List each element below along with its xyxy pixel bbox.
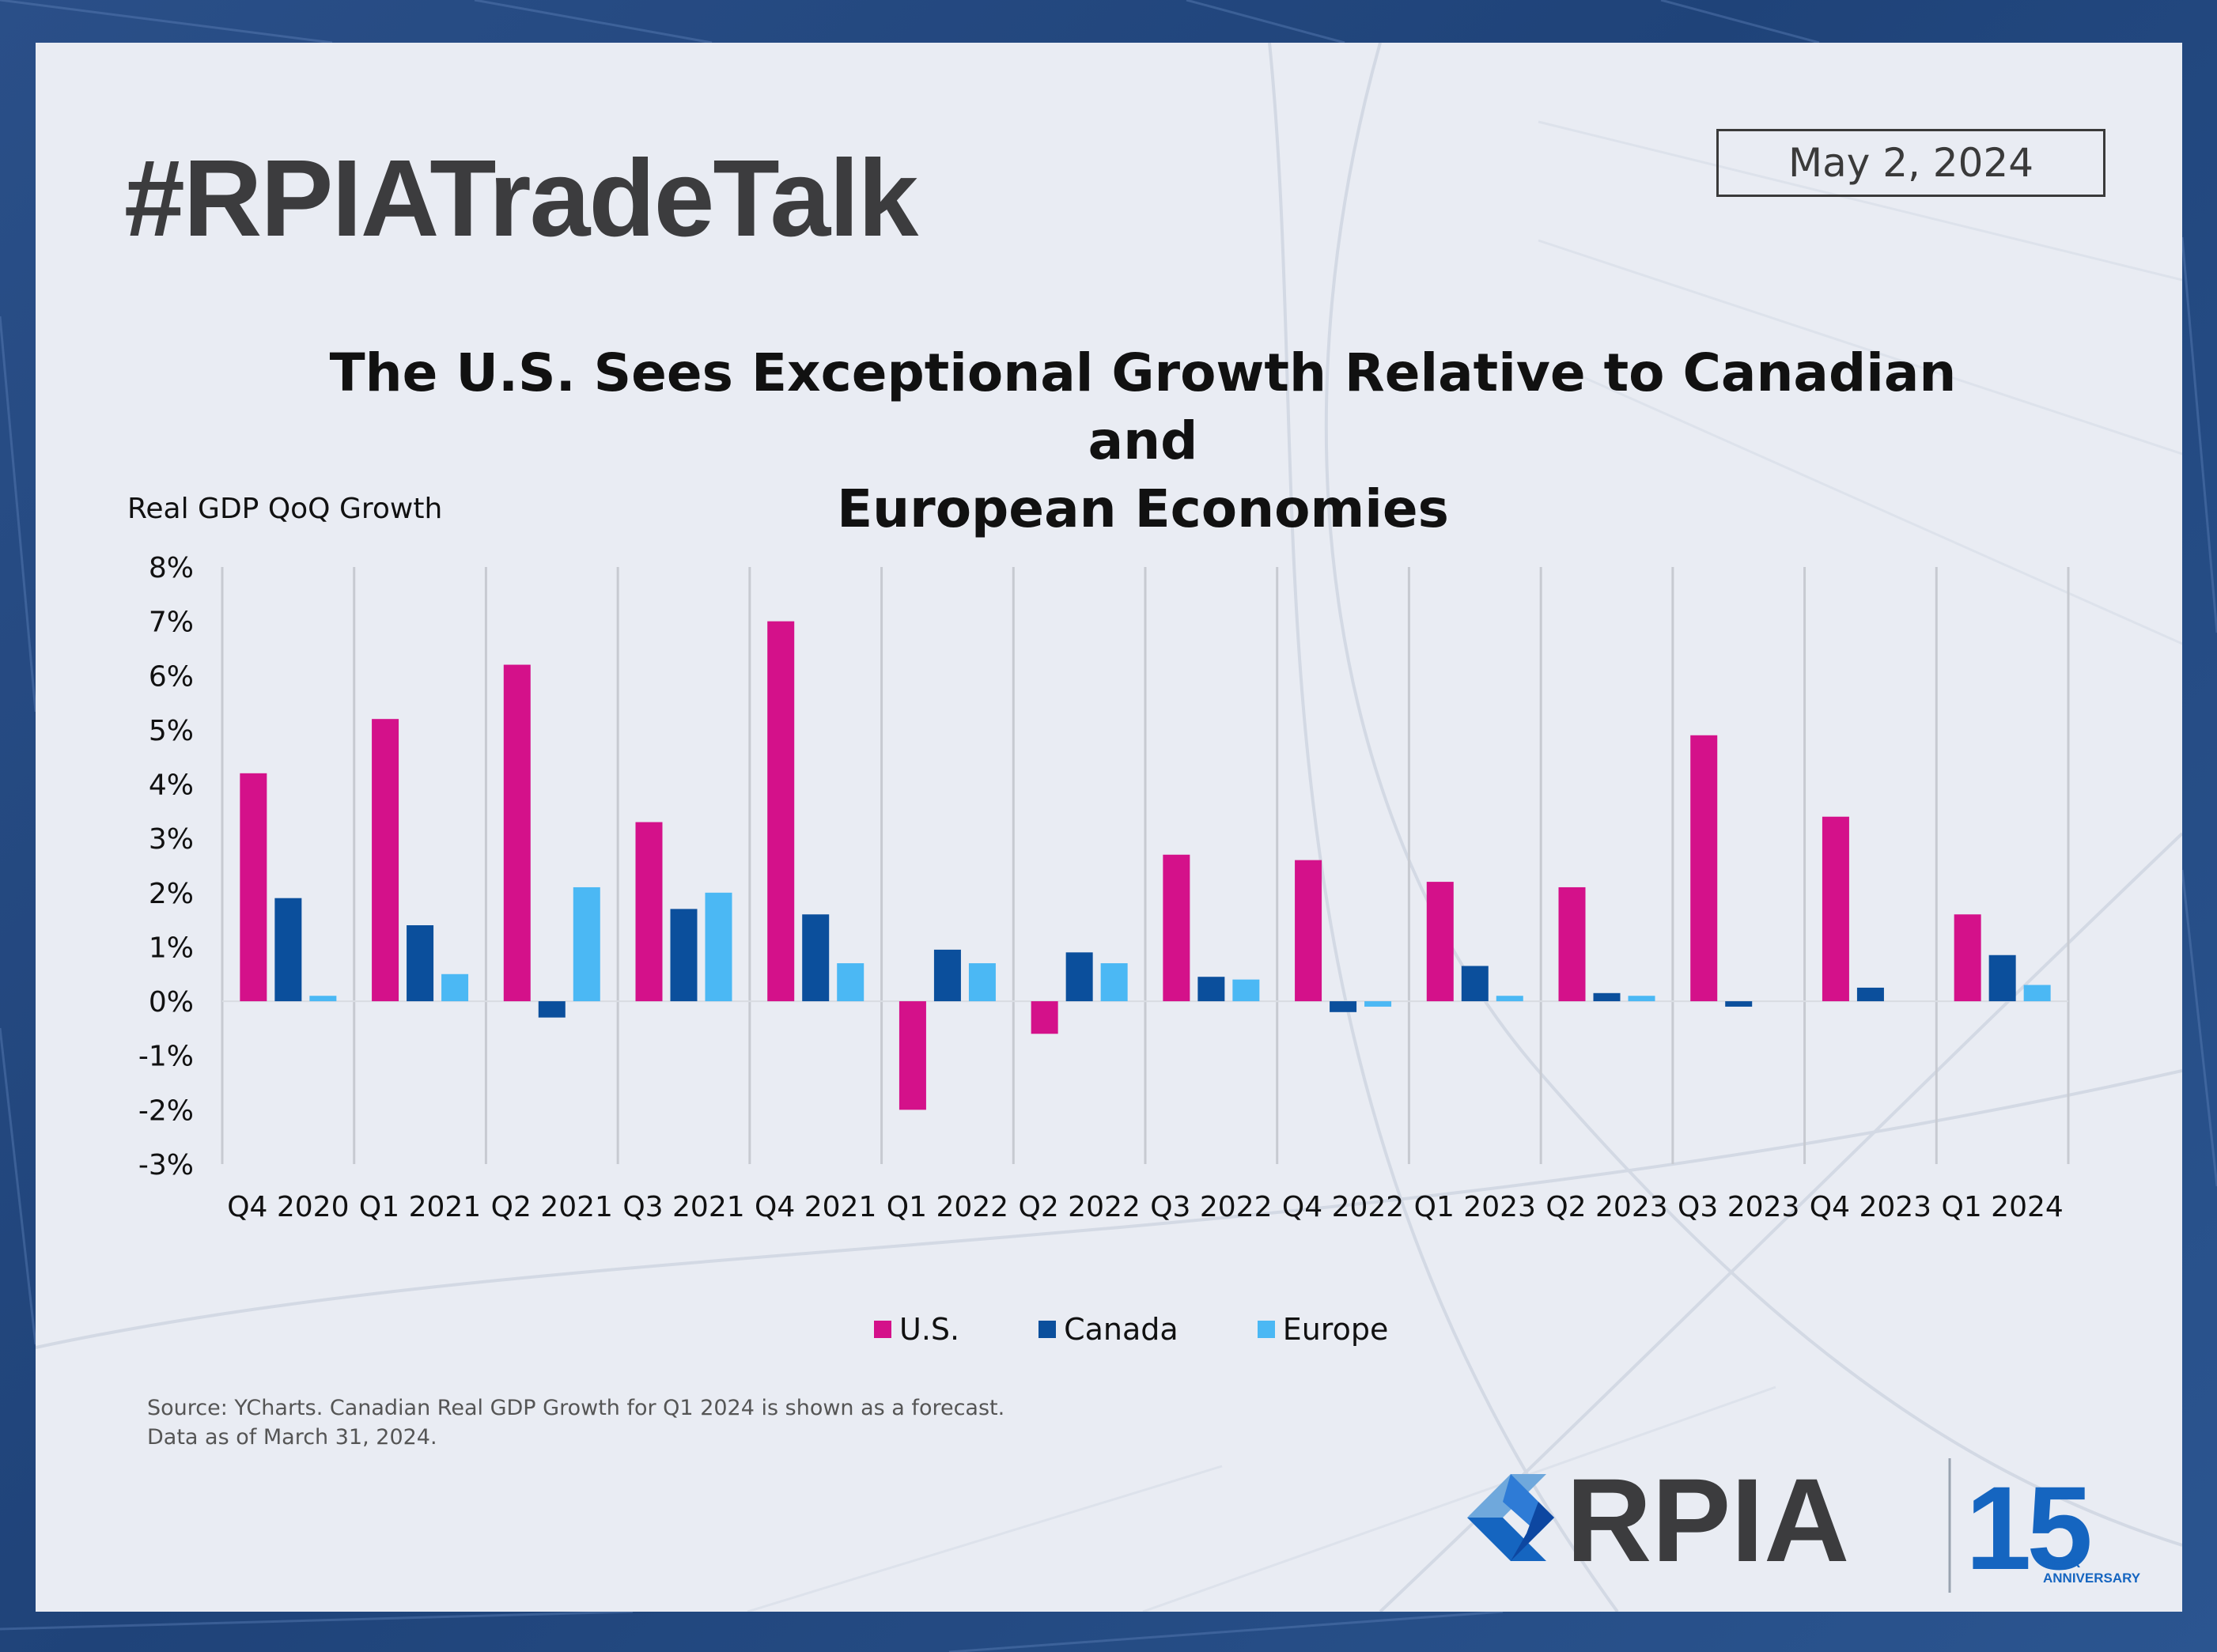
x-tick-label: Q1 2021 xyxy=(359,1191,481,1223)
x-tick-label: Q4 2022 xyxy=(1282,1191,1404,1223)
x-tick-label: Q3 2022 xyxy=(1150,1191,1272,1223)
bar-us xyxy=(899,1001,926,1110)
chart-title-line-2: European Economies xyxy=(837,478,1449,539)
bar-europe xyxy=(441,973,469,1002)
date-badge: May 2, 2024 xyxy=(1716,129,2105,197)
x-tick-label: Q2 2021 xyxy=(491,1191,613,1223)
legend-swatch-europe xyxy=(1257,1321,1275,1338)
bar-us xyxy=(1690,735,1718,1002)
anniversary-label: ANNIVERSARY xyxy=(2043,1571,2141,1586)
content-card: #RPIATradeTalk May 2, 2024 The U.S. Sees… xyxy=(36,43,2182,1612)
x-axis-labels: Q4 2020 Q1 2021 Q2 2021 Q3 2021 Q4 2021 Q1 20… xyxy=(227,1191,2064,1223)
bar-canada xyxy=(1593,992,1621,1002)
chart-title-line-1: The U.S. Sees Exceptional Growth Relativ… xyxy=(329,342,1957,471)
bar-canada xyxy=(1725,1001,1753,1007)
bar-canada xyxy=(1197,977,1225,1002)
bar-us xyxy=(767,621,795,1002)
legend-label-canada: Canada xyxy=(1064,1312,1178,1347)
bar-us xyxy=(1558,886,1586,1002)
bar-europe xyxy=(705,892,732,1002)
hashtag-heading: #RPIATradeTalk xyxy=(124,138,918,259)
category-separators xyxy=(221,567,2070,1164)
x-tick-label: Q1 2024 xyxy=(1941,1191,2063,1223)
date-text: May 2, 2024 xyxy=(1788,140,2034,186)
gdp-growth-chart: Real GDP QoQ Growth 8% 7% 6% 5% 4% 3% 2% 1% 0% -1… xyxy=(127,493,2070,1223)
chart-title: The U.S. Sees Exceptional Growth Relativ… xyxy=(273,339,2013,543)
bar-canada xyxy=(1988,955,2016,1002)
rpia-logo: RPIA 15 YEAR ANNIVERSARY xyxy=(1467,1454,2141,1593)
y-tick-label: 7% xyxy=(149,607,194,639)
y-tick-label: 0% xyxy=(149,986,194,1019)
bar-europe xyxy=(1364,1001,1392,1007)
legend-item-canada: Canada xyxy=(1039,1312,1178,1347)
bar-canada xyxy=(1330,1001,1357,1012)
bar-europe xyxy=(573,886,600,1002)
x-tick-label: Q4 2020 xyxy=(227,1191,349,1223)
bar-europe xyxy=(968,963,996,1002)
bar-us xyxy=(503,664,531,1002)
bar-us xyxy=(1954,914,1981,1002)
bars-group xyxy=(240,621,2051,1110)
y-axis-ticks: 8% 7% 6% 5% 4% 3% 2% 1% 0% -1% -2% -3% xyxy=(138,552,194,1181)
bar-europe xyxy=(1496,996,1523,1002)
bar-us xyxy=(1822,816,1849,1002)
y-tick-label: 6% xyxy=(149,660,194,693)
x-tick-label: Q4 2021 xyxy=(755,1191,876,1223)
bar-canada xyxy=(1856,987,1884,1002)
x-tick-label: Q1 2022 xyxy=(887,1191,1008,1223)
x-tick-label: Q4 2023 xyxy=(1810,1191,1931,1223)
y-tick-label: 3% xyxy=(149,823,194,856)
x-tick-label: Q3 2021 xyxy=(622,1191,744,1223)
chart-legend: U.S. Canada Europe xyxy=(874,1310,1451,1349)
bar-canada xyxy=(407,925,434,1002)
legend-swatch-canada xyxy=(1039,1321,1057,1338)
bar-us xyxy=(1295,860,1322,1002)
legend-swatch-us xyxy=(874,1321,891,1338)
y-tick-label: -1% xyxy=(138,1041,194,1073)
y-tick-label: -3% xyxy=(138,1149,194,1181)
x-tick-label: Q1 2023 xyxy=(1414,1191,1536,1223)
footnote-line-1: Source: YCharts. Canadian Real GDP Growt… xyxy=(147,1396,1005,1420)
y-axis-label: Real GDP QoQ Growth xyxy=(127,493,442,525)
legend-label-us: U.S. xyxy=(899,1312,960,1347)
bar-canada xyxy=(1461,966,1489,1002)
legend-item-us: U.S. xyxy=(874,1312,959,1347)
y-tick-label: 4% xyxy=(149,769,194,802)
bar-canada xyxy=(670,909,698,1002)
bar-europe xyxy=(1232,979,1260,1002)
bar-europe xyxy=(309,996,337,1002)
y-tick-label: 2% xyxy=(149,878,194,910)
y-tick-label: 1% xyxy=(149,932,194,964)
bar-canada xyxy=(538,1001,566,1018)
x-tick-label: Q2 2023 xyxy=(1545,1191,1667,1223)
bar-us xyxy=(635,822,663,1002)
anniversary-year: YEAR xyxy=(2043,1556,2080,1571)
bar-canada xyxy=(1065,952,1093,1002)
bar-canada xyxy=(274,898,302,1002)
legend-item-europe: Europe xyxy=(1257,1312,1389,1347)
bar-us xyxy=(240,773,267,1002)
logo-wordmark: RPIA xyxy=(1566,1454,1849,1586)
bar-europe xyxy=(2023,985,2051,1002)
bar-us xyxy=(1163,854,1190,1002)
source-footnote: Source: YCharts. Canadian Real GDP Growt… xyxy=(147,1393,1004,1452)
bar-us xyxy=(1031,1001,1058,1034)
bar-us xyxy=(1426,882,1454,1002)
x-tick-label: Q2 2022 xyxy=(1018,1191,1140,1223)
legend-label-europe: Europe xyxy=(1282,1312,1389,1347)
bar-us xyxy=(372,719,399,1002)
y-tick-label: 8% xyxy=(149,552,194,584)
y-tick-label: -2% xyxy=(138,1094,194,1127)
anniversary-number: 15 xyxy=(1965,1461,2090,1593)
footnote-line-2: Data as of March 31, 2024. xyxy=(147,1425,437,1450)
bar-europe xyxy=(1628,996,1655,1002)
bar-europe xyxy=(837,963,864,1002)
bar-canada xyxy=(933,949,961,1002)
y-tick-label: 5% xyxy=(149,715,194,747)
x-tick-label: Q3 2023 xyxy=(1678,1191,1799,1223)
bar-canada xyxy=(802,914,830,1002)
rpia-diamond-icon xyxy=(1467,1474,1554,1561)
bar-europe xyxy=(1100,963,1128,1002)
